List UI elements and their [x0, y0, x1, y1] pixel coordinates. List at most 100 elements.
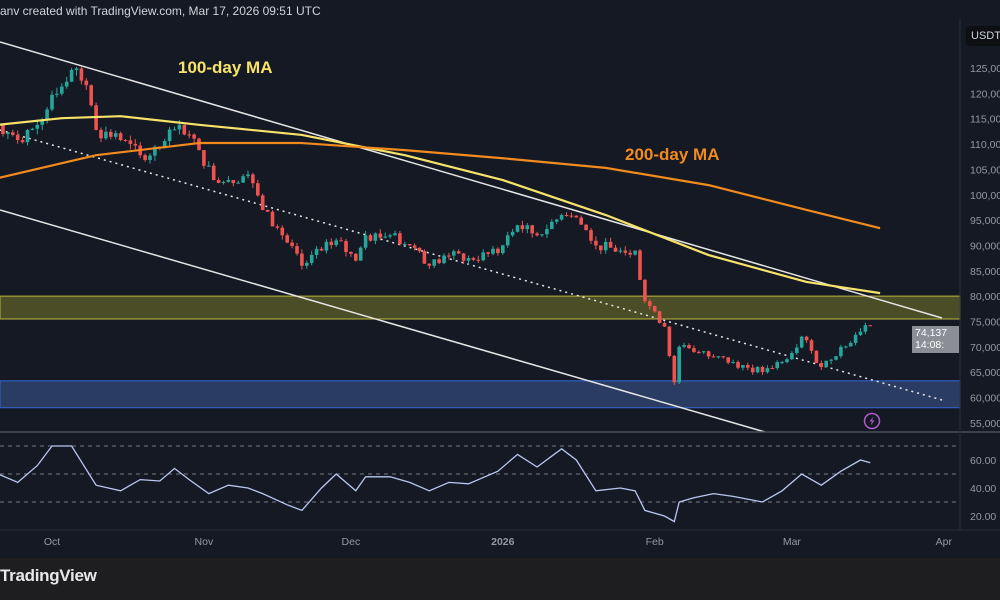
candle-body: [162, 141, 167, 149]
candle-body: [241, 176, 245, 183]
candle: [481, 249, 485, 262]
candle-body: [15, 134, 20, 140]
candle: [618, 247, 623, 254]
candle-body: [452, 251, 456, 256]
candle-body: [1, 124, 5, 135]
candle: [20, 137, 25, 144]
candle-body: [207, 165, 211, 167]
price-tick-label: 110,000: [970, 139, 1000, 151]
candle-body: [545, 229, 549, 235]
candle-body: [167, 129, 172, 142]
candle-body: [211, 165, 216, 181]
candle-body: [716, 356, 721, 358]
candle: [388, 233, 392, 239]
candle-body: [491, 248, 495, 254]
candle: [407, 243, 412, 246]
candle: [148, 153, 152, 164]
rsi-line[interactable]: [0, 445, 871, 523]
supply-zone[interactable]: [0, 295, 961, 320]
demand-zone[interactable]: [0, 380, 961, 409]
candle: [633, 250, 637, 256]
candle: [432, 259, 436, 269]
candle: [770, 365, 775, 370]
candle-body: [682, 345, 686, 347]
candle-body: [687, 345, 691, 349]
candle-body: [30, 128, 35, 130]
candle: [368, 233, 373, 242]
candle-body: [231, 180, 236, 184]
price-tick-label: 85,000: [970, 266, 1000, 278]
candle: [231, 180, 236, 187]
candle-body: [60, 86, 64, 94]
candle-body: [814, 350, 819, 363]
candle-body: [599, 245, 603, 251]
candle: [760, 365, 765, 376]
candle-body: [123, 139, 128, 141]
candle: [270, 210, 275, 227]
candle: [535, 231, 539, 237]
candle-body: [677, 346, 681, 383]
candle: [667, 326, 672, 358]
channel-upper-line[interactable]: [0, 41, 943, 319]
candle: [417, 247, 422, 253]
last-price-label: 74,137 14:08:: [912, 326, 959, 353]
currency-label[interactable]: USDT: [966, 26, 1000, 46]
trendline-drawings[interactable]: [0, 41, 943, 433]
candle-body: [574, 215, 579, 218]
price-tick-label: 60,000: [970, 393, 1000, 405]
candle: [672, 354, 677, 385]
dotted-trendline[interactable]: [0, 129, 943, 401]
candle: [682, 342, 686, 349]
candle: [711, 354, 716, 358]
candle-body: [447, 255, 451, 257]
candle: [236, 180, 240, 184]
candle: [829, 358, 833, 365]
candle: [716, 355, 721, 359]
candle-body: [40, 120, 44, 125]
price-tick-label: 100,000: [970, 190, 1000, 202]
candle: [74, 66, 79, 76]
candle-body: [643, 279, 647, 302]
candle: [6, 131, 10, 140]
price-tick-label: 70,000: [970, 342, 1000, 354]
candle-body: [481, 252, 485, 261]
candle-body: [113, 133, 118, 137]
candle-body: [638, 250, 642, 280]
candle-body: [407, 244, 412, 246]
candle-body: [314, 248, 319, 255]
candle: [378, 229, 383, 241]
lightning-icon[interactable]: [863, 412, 881, 430]
candle-body: [471, 258, 476, 260]
candle-body: [89, 85, 93, 106]
candle-body: [403, 244, 407, 246]
ma-100-line[interactable]: [0, 115, 881, 295]
candle-body: [706, 351, 711, 357]
time-tick-label: Dec: [342, 536, 361, 548]
candle: [373, 232, 378, 245]
ma-200-line[interactable]: [0, 141, 881, 230]
candle-body: [633, 250, 637, 255]
candle: [848, 341, 853, 347]
candle: [466, 255, 471, 265]
candle-body: [613, 247, 618, 252]
candle-body: [329, 241, 334, 246]
candle: [55, 87, 59, 98]
candle-body: [795, 347, 799, 353]
candle-body: [589, 230, 593, 241]
price-tick-label: 115,000: [970, 114, 1000, 126]
candle: [795, 344, 799, 356]
candle: [192, 133, 196, 144]
candle: [422, 249, 427, 264]
chart-svg[interactable]: 60.00 40.00 20.00 125,000 120,000 115,000 110…: [0, 0, 1000, 558]
candle-body: [868, 325, 873, 327]
candle: [648, 299, 652, 310]
candle-body: [731, 362, 735, 364]
candle: [824, 360, 828, 368]
candle-body: [863, 325, 868, 332]
candle-body: [809, 340, 814, 351]
chart-area[interactable]: 60.00 40.00 20.00 125,000 120,000 115,000 110…: [0, 0, 1000, 558]
candle-body: [790, 352, 794, 360]
channel-lower-line[interactable]: [0, 209, 766, 433]
candle: [594, 236, 598, 250]
candle: [202, 150, 206, 169]
